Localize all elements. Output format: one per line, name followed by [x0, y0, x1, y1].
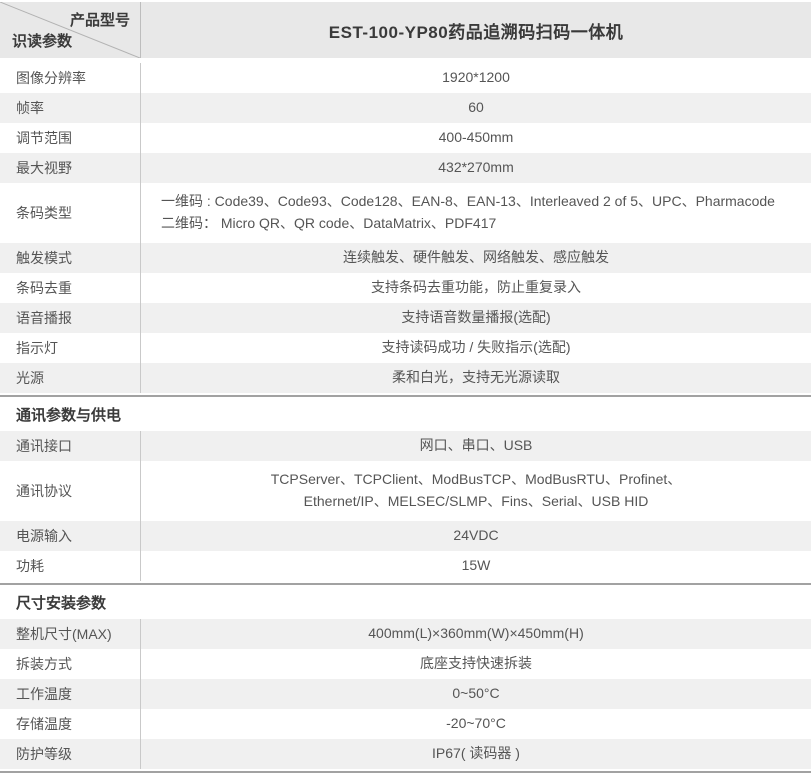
- spec-value: 柔和白光，支持无光源读取: [140, 363, 811, 393]
- spec-value: 支持读码成功 / 失败指示(选配): [140, 333, 811, 363]
- spec-value: 432*270mm: [140, 153, 811, 183]
- section-title: 通讯参数与供电: [0, 397, 811, 431]
- spec-row: 帧率 60: [0, 93, 811, 123]
- spec-row: 图像分辨率 1920*1200: [0, 63, 811, 93]
- spec-row: 通讯协议 TCPServer、TCPClient、ModBusTCP、ModBus…: [0, 461, 811, 521]
- spec-label: 光源: [16, 370, 44, 386]
- spec-row: 触发模式 连续触发、硬件触发、网络触发、感应触发: [0, 243, 811, 273]
- spec-value: 支持语音数量播报(选配): [140, 303, 811, 333]
- corner-label-reading-params: 识读参数: [12, 33, 73, 50]
- spec-label: 工作温度: [16, 686, 72, 702]
- spec-value: 1920*1200: [140, 63, 811, 93]
- spec-row: 条码去重 支持条码去重功能，防止重复录入: [0, 273, 811, 303]
- spec-label: 最大视野: [16, 160, 72, 176]
- spec-value: 15W: [140, 551, 811, 581]
- spec-value: 连续触发、硬件触发、网络触发、感应触发: [140, 243, 811, 273]
- spec-value: 24VDC: [140, 521, 811, 551]
- spec-label: 帧率: [16, 100, 44, 116]
- spec-row: 条码类型 一维码 : Code39、Code93、Code128、EAN-8、EA…: [0, 183, 811, 243]
- spec-row: 语音播报 支持语音数量播报(选配): [0, 303, 811, 333]
- spec-value: 400-450mm: [140, 123, 811, 153]
- spec-row: 指示灯 支持读码成功 / 失败指示(选配): [0, 333, 811, 363]
- spec-value: 60: [140, 93, 811, 123]
- spec-value: 0~50°C: [140, 679, 811, 709]
- spec-row: 调节范围 400-450mm: [0, 123, 811, 153]
- spec-value-line: Ethernet/IP、MELSEC/SLMP、Fins、Serial、USB …: [303, 493, 649, 509]
- spec-label: 通讯接口: [16, 438, 72, 454]
- diagonal-divider-line: [0, 2, 140, 58]
- section-divider-line: [0, 583, 811, 585]
- spec-label: 语音播报: [16, 310, 72, 326]
- spec-value-line: TCPServer、TCPClient、ModBusTCP、ModBusRTU、…: [270, 471, 682, 488]
- spec-label: 触发模式: [16, 250, 72, 266]
- spec-row: 工作温度 0~50°C: [0, 679, 811, 709]
- spec-label: 条码类型: [16, 205, 72, 221]
- spec-label: 条码去重: [16, 280, 72, 296]
- spec-value: 支持条码去重功能，防止重复录入: [140, 273, 811, 303]
- section-divider-line: [0, 395, 811, 397]
- spec-value: -20~70°C: [140, 709, 811, 739]
- spec-label: 通讯协议: [16, 483, 72, 499]
- spec-label: 整机尺寸(MAX): [16, 626, 112, 642]
- spec-row: 整机尺寸(MAX) 400mm(L)×360mm(W)×450mm(H): [0, 619, 811, 649]
- spec-row: 通讯接口 网口、串口、USB: [0, 431, 811, 461]
- spec-value-line: 一维码 : Code39、Code93、Code128、EAN-8、EAN-13…: [161, 193, 775, 210]
- spec-value-line: 二维码： Micro QR、QR code、DataMatrix、PDF417: [161, 215, 497, 231]
- spec-row: 光源 柔和白光，支持无光源读取: [0, 363, 811, 393]
- spec-row: 拆装方式 底座支持快速拆装: [0, 649, 811, 679]
- corner-label-product-model: 产品型号: [69, 12, 130, 29]
- spec-value: 400mm(L)×360mm(W)×450mm(H): [140, 619, 811, 649]
- table-header-row: 产品型号 识读参数 EST-100-YP80药品追溯码扫码一体机: [0, 2, 811, 58]
- sections: 图像分辨率 1920*1200 帧率 60 调节范围 400-450mm 最大视野 432*2…: [0, 63, 811, 769]
- spec-label: 指示灯: [16, 340, 58, 356]
- spec-value: 一维码 : Code39、Code93、Code128、EAN-8、EAN-13…: [140, 183, 811, 243]
- spec-row: 最大视野 432*270mm: [0, 153, 811, 183]
- product-title: EST-100-YP80药品追溯码扫码一体机: [140, 2, 811, 58]
- spec-value: IP67( 读码器 ): [140, 739, 811, 769]
- spec-row: 电源输入 24VDC: [0, 521, 811, 551]
- spec-label: 图像分辨率: [16, 70, 86, 86]
- section-title: 尺寸安装参数: [0, 585, 811, 619]
- spec-label: 防护等级: [16, 746, 72, 762]
- spec-value: 底座支持快速拆装: [140, 649, 811, 679]
- spec-row: 防护等级 IP67( 读码器 ): [0, 739, 811, 769]
- spec-label: 电源输入: [16, 528, 72, 544]
- spec-label: 调节范围: [16, 130, 72, 146]
- spec-value: TCPServer、TCPClient、ModBusTCP、ModBusRTU、…: [140, 461, 811, 521]
- table-bottom-border: [0, 771, 811, 779]
- spec-label: 存储温度: [16, 716, 72, 732]
- spec-label: 功耗: [16, 558, 44, 574]
- spec-value: 网口、串口、USB: [140, 431, 811, 461]
- spec-row: 功耗 15W: [0, 551, 811, 581]
- header-corner-cell: 产品型号 识读参数: [0, 2, 140, 58]
- spec-row: 存储温度 -20~70°C: [0, 709, 811, 739]
- spec-label: 拆装方式: [16, 656, 72, 672]
